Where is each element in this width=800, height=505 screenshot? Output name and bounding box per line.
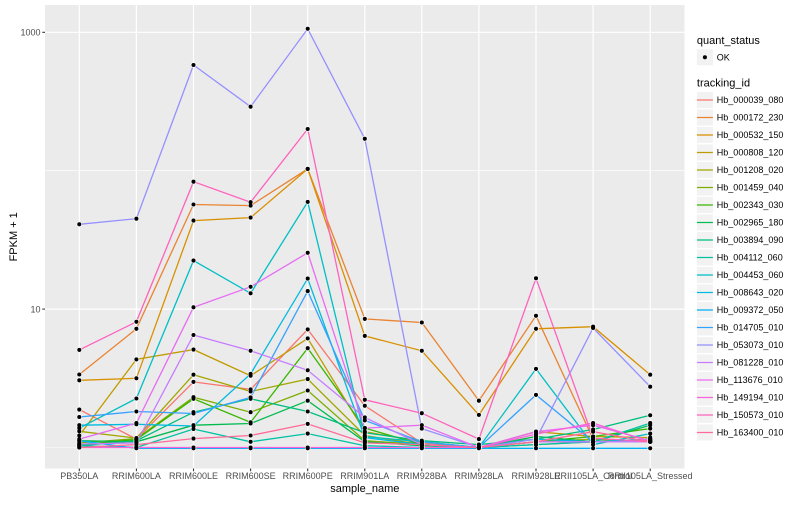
- svg-text:FPKM + 1: FPKM + 1: [8, 212, 20, 261]
- svg-text:Hb_002343_030: Hb_002343_030: [717, 200, 784, 210]
- svg-text:Hb_002965_180: Hb_002965_180: [717, 218, 784, 228]
- svg-text:Hb_000532_150: Hb_000532_150: [717, 130, 784, 140]
- svg-text:Hb_014705_010: Hb_014705_010: [717, 323, 784, 333]
- svg-text:Hb_150573_010: Hb_150573_010: [717, 410, 784, 420]
- svg-text:Hb_000808_120: Hb_000808_120: [717, 148, 784, 158]
- svg-text:RRIM928BA: RRIM928BA: [397, 471, 447, 481]
- svg-text:Hb_053073_010: Hb_053073_010: [717, 340, 784, 350]
- svg-text:RRIM928LA: RRIM928LA: [454, 471, 503, 481]
- svg-text:Hb_000039_080: Hb_000039_080: [717, 95, 784, 105]
- svg-text:sample_name: sample_name: [330, 483, 399, 495]
- svg-text:PB350LA: PB350LA: [60, 471, 98, 481]
- svg-text:RRIM600LA: RRIM600LA: [112, 471, 161, 481]
- svg-text:tracking_id: tracking_id: [697, 78, 750, 90]
- svg-text:Hb_003894_090: Hb_003894_090: [717, 235, 784, 245]
- svg-text:Hb_009372_050: Hb_009372_050: [717, 305, 784, 315]
- svg-text:RRIM600PE: RRIM600PE: [283, 471, 333, 481]
- svg-text:Hb_001459_040: Hb_001459_040: [717, 183, 784, 193]
- svg-text:Hb_004112_060: Hb_004112_060: [717, 253, 783, 263]
- svg-text:RRII105LA_Stressed: RRII105LA_Stressed: [608, 471, 693, 481]
- svg-text:RRIM901LA: RRIM901LA: [340, 471, 389, 481]
- svg-text:10: 10: [30, 304, 40, 314]
- svg-text:quant_status: quant_status: [697, 35, 760, 47]
- svg-text:Hb_001208_020: Hb_001208_020: [717, 165, 784, 175]
- svg-text:Hb_163400_010: Hb_163400_010: [717, 428, 784, 438]
- svg-text:Hb_008643_020: Hb_008643_020: [717, 288, 784, 298]
- svg-text:Hb_004453_060: Hb_004453_060: [717, 270, 784, 280]
- svg-text:Hb_000172_230: Hb_000172_230: [717, 113, 784, 123]
- svg-text:RRII105LA_Control: RRII105LA_Control: [554, 471, 632, 481]
- svg-text:RRIM600SE: RRIM600SE: [226, 471, 276, 481]
- svg-text:OK: OK: [717, 52, 730, 62]
- svg-text:Hb_113676_010: Hb_113676_010: [717, 375, 783, 385]
- svg-text:Hb_081228_010: Hb_081228_010: [717, 358, 784, 368]
- svg-text:RRIM600LE: RRIM600LE: [169, 471, 218, 481]
- svg-text:1000: 1000: [20, 28, 40, 38]
- svg-text:RRIM928LE: RRIM928LE: [511, 471, 560, 481]
- svg-text:Hb_149194_010: Hb_149194_010: [717, 393, 784, 403]
